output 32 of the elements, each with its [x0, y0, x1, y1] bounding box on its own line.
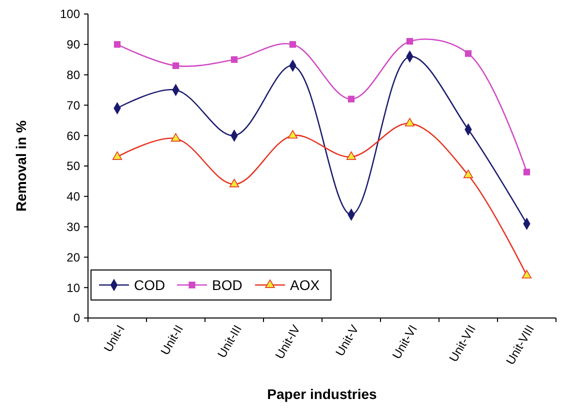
legend-label: COD: [134, 276, 166, 293]
point: [464, 50, 472, 57]
x-axis-title: Paper industries: [267, 386, 378, 402]
y-tick-label: 100: [60, 7, 80, 22]
point: [288, 130, 298, 139]
point: [348, 96, 355, 102]
y-tick-label: 30: [66, 220, 80, 234]
y-tick-label: 70: [66, 98, 80, 112]
y-tick-label: 10: [66, 280, 80, 295]
y-tick-label: 20: [66, 250, 80, 264]
y-tick-label: 0: [73, 311, 80, 326]
point: [114, 41, 121, 48]
point: [230, 56, 238, 63]
y-axis-title: Removal in %: [13, 120, 29, 212]
point: [289, 41, 296, 48]
point: [406, 38, 414, 45]
y-tick-label: 90: [66, 38, 80, 52]
legend-label: AOX: [290, 276, 320, 293]
point: [523, 168, 530, 176]
point: [463, 170, 474, 178]
y-tick-label: 80: [66, 68, 80, 82]
point: [346, 151, 356, 160]
point: [112, 151, 122, 160]
y-tick-label: 40: [66, 190, 80, 204]
y-tick-label: 50: [66, 159, 80, 174]
point: [229, 178, 240, 188]
point: [172, 62, 180, 69]
point: [404, 118, 415, 126]
legend-label: BOD: [212, 276, 242, 293]
point: [170, 133, 181, 142]
point: [522, 270, 532, 278]
y-tick-label: 60: [66, 128, 80, 143]
